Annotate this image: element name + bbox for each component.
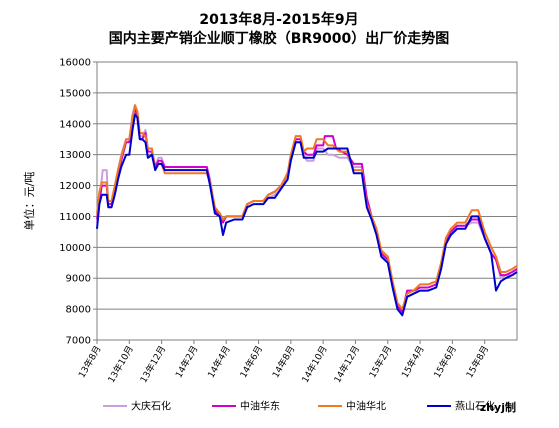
- y-tick-label: 8000: [66, 305, 91, 316]
- y-tick-label: 14000: [59, 119, 91, 130]
- y-tick-label: 13000: [59, 150, 91, 161]
- y-tick-label: 16000: [59, 58, 91, 69]
- series-line: [96, 113, 518, 317]
- chart-title-line2: 国内主要产销企业顺丁橡胶（BR9000）出厂价走势图: [109, 30, 449, 47]
- series-lines: [96, 104, 518, 317]
- y-tick-label: 7000: [66, 336, 91, 347]
- legend-label: 大庆石化: [131, 400, 171, 413]
- y-tick-label: 15000: [59, 88, 91, 99]
- y-tick-label: 9000: [66, 274, 91, 285]
- plot-area-frame: [96, 61, 518, 341]
- chart-credit: zhyj制: [480, 400, 516, 414]
- legend: 大庆石化 中油华东 中油华北 燕山石化: [103, 400, 495, 413]
- chart-title-line1: 2013年8月-2015年9月: [199, 11, 358, 28]
- legend-label: 燕山石化: [455, 400, 495, 413]
- y-tick-label: 10000: [59, 243, 91, 254]
- legend-label: 中油华北: [346, 400, 386, 413]
- y-tick-label: 11000: [59, 212, 91, 223]
- y-tick-label: 12000: [59, 181, 91, 192]
- legend-label: 中油华东: [240, 400, 280, 413]
- y-axis-label: 单位：元/吨: [22, 172, 36, 231]
